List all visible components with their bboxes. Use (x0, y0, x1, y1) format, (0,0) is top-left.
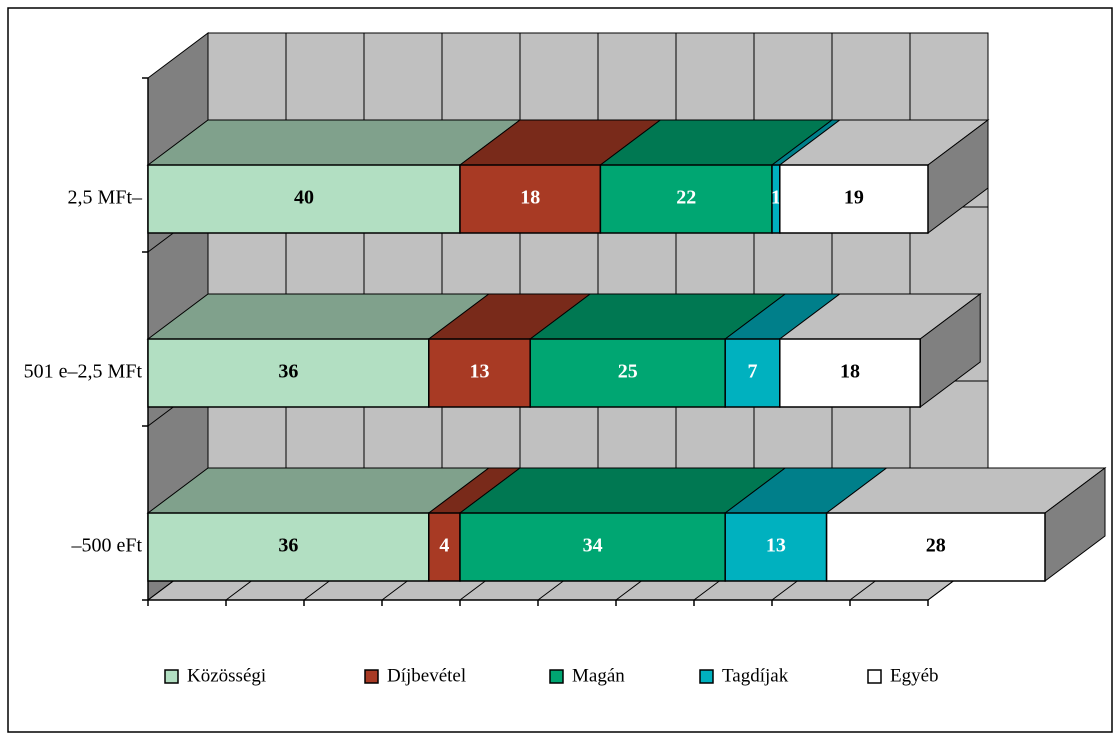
bar (428, 512, 461, 582)
value-label: 28 (926, 535, 946, 557)
value-label: 36 (278, 535, 298, 557)
value-label: 7 (748, 361, 758, 383)
legend-label: Egyéb (890, 665, 939, 686)
category-label: 2,5 MFt– (68, 187, 143, 209)
legend-swatch (699, 669, 714, 684)
value-label: 19 (844, 187, 864, 209)
bar (779, 164, 929, 234)
bar (147, 338, 430, 408)
legend-swatch (867, 669, 882, 684)
bar (529, 338, 726, 408)
legend-swatch (549, 669, 564, 684)
bar (459, 512, 726, 582)
legend-label: Díjbevétel (387, 665, 466, 686)
value-label: 1 (771, 187, 781, 209)
category-label: –500 eFt (70, 535, 142, 557)
value-label: 22 (676, 187, 696, 209)
bar-top-face (146, 119, 522, 166)
bar (825, 512, 1046, 582)
value-label: 36 (278, 361, 298, 383)
value-label: 40 (294, 187, 314, 209)
bar (724, 512, 828, 582)
bar (779, 338, 921, 408)
value-label: 13 (470, 361, 490, 383)
bar (459, 164, 602, 234)
value-label: 18 (520, 187, 540, 209)
bar (724, 338, 781, 408)
value-label: 34 (583, 535, 603, 557)
value-label: 25 (618, 361, 638, 383)
value-label: 18 (840, 361, 860, 383)
bar (599, 164, 773, 234)
bar (147, 164, 461, 234)
legend-label: Tagdíjak (722, 665, 789, 686)
legend-swatch (364, 669, 379, 684)
value-label: 13 (766, 535, 786, 557)
legend-label: Magán (572, 665, 625, 686)
legend-swatch (164, 669, 179, 684)
value-label: 4 (439, 535, 449, 557)
category-label: 501 e–2,5 MFt (24, 361, 143, 383)
legend-label: Közösségi (187, 665, 266, 686)
